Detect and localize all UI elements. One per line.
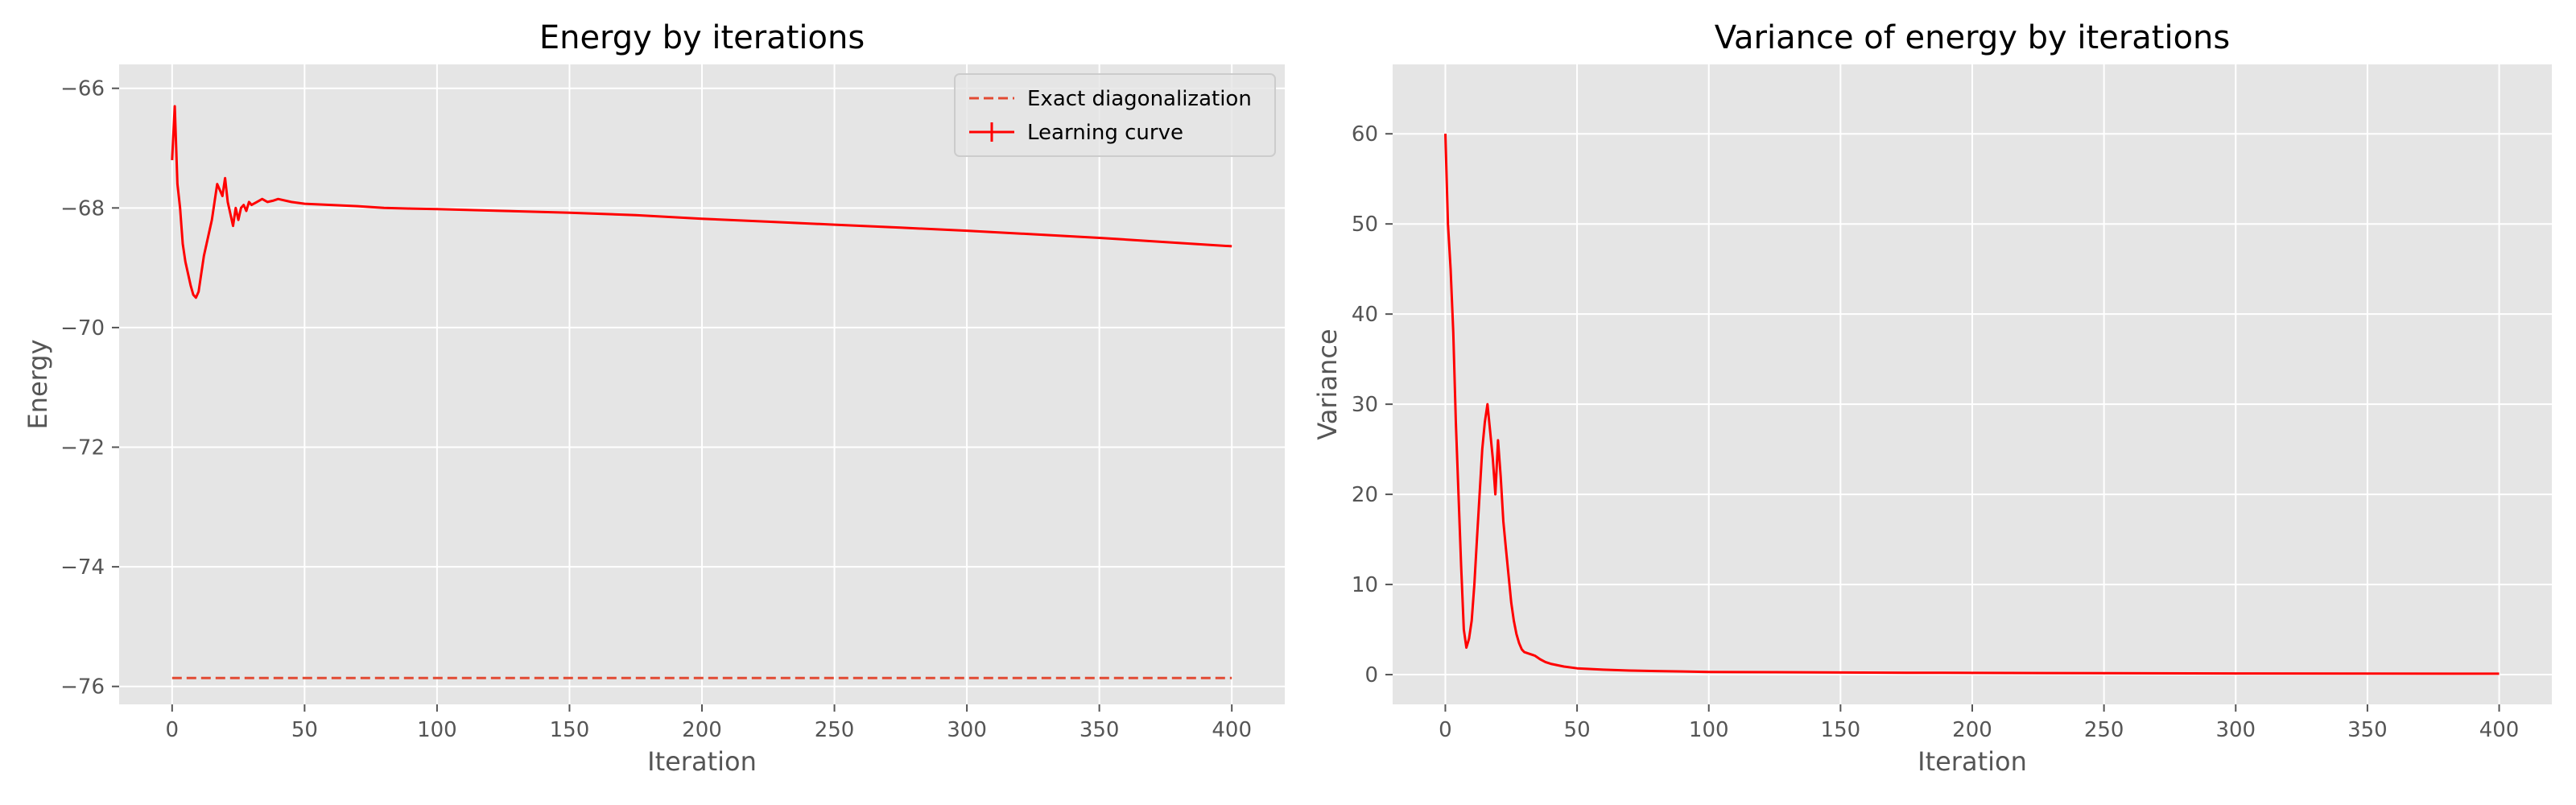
- x-tick-label: 150: [1821, 718, 1861, 742]
- x-tick-label: 50: [291, 718, 318, 742]
- x-tick-label: 350: [2347, 718, 2388, 742]
- y-tick-label: 50: [1352, 213, 1378, 237]
- x-tick-label: 150: [550, 718, 590, 742]
- y-tick-label: 40: [1352, 303, 1378, 327]
- y-tick-label: −76: [60, 675, 105, 700]
- x-tick-label: 350: [1080, 718, 1120, 742]
- legend-label: Learning curve: [1027, 121, 1183, 145]
- y-tick-label: −74: [60, 555, 105, 580]
- series-line-learning-curve: [171, 105, 1232, 299]
- y-tick-label: 20: [1352, 483, 1378, 507]
- y-tick-label: −68: [60, 196, 105, 221]
- legend-label: Exact diagonalization: [1027, 87, 1252, 111]
- y-tick-label: −66: [60, 77, 105, 101]
- x-tick-label: 400: [1212, 718, 1252, 742]
- chart-panel-2: 0 50 100 150 200 250 300 350 400 0 10 20 30 40 50 60 Var…: [1312, 19, 2552, 777]
- chart-title: Energy by iterations: [539, 19, 865, 56]
- legend: Exact diagonalization Learning curve: [954, 73, 1276, 157]
- x-tick-label: 0: [166, 718, 180, 742]
- y-tick-label: 10: [1352, 573, 1378, 597]
- x-tick-label: 0: [1439, 718, 1452, 742]
- y-axis-title: Energy: [23, 339, 53, 429]
- y-tick-label: 0: [1364, 663, 1378, 687]
- y-tick-label: 30: [1352, 393, 1378, 417]
- x-axis-title: Iteration: [1918, 746, 2027, 777]
- x-tick-label: 200: [682, 718, 722, 742]
- x-tick-label: 100: [417, 718, 457, 742]
- chart-panel-1: 0 50 100 150 200 250 300 350 400 −76 −74 −72 −70 −68 −…: [23, 19, 1285, 777]
- x-tick-label: 250: [815, 718, 855, 742]
- series-line: [1444, 134, 2500, 675]
- y-tick-label: −72: [60, 436, 105, 460]
- legend-box: [954, 73, 1276, 157]
- x-tick-label: 250: [2084, 718, 2124, 742]
- chart-title: Variance of energy by iterations: [1715, 19, 2230, 56]
- y-axis-title: Variance: [1312, 328, 1343, 440]
- x-tick-label: 400: [2479, 718, 2520, 742]
- x-axis-title: Iteration: [647, 746, 757, 777]
- x-tick-label: 200: [1952, 718, 1992, 742]
- y-tick-label: −70: [60, 316, 105, 341]
- y-tick-label: 60: [1352, 122, 1378, 147]
- x-tick-label: 50: [1564, 718, 1591, 742]
- x-tick-label: 300: [947, 718, 987, 742]
- x-tick-label: 300: [2215, 718, 2256, 742]
- x-tick-label: 100: [1689, 718, 1729, 742]
